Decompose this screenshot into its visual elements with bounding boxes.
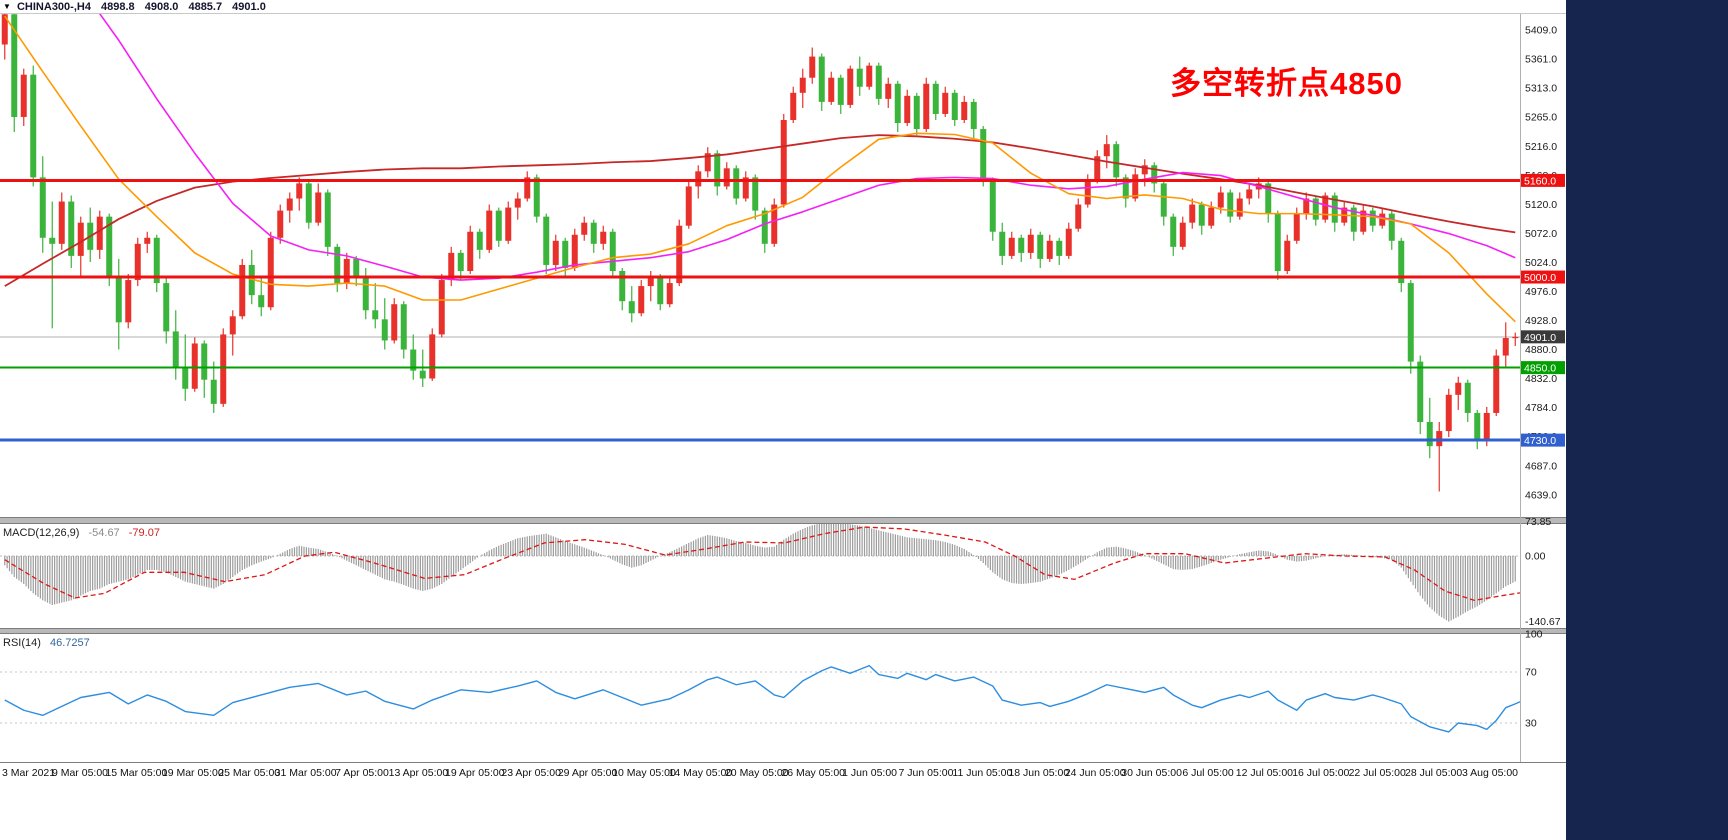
quote-close: 4901.0	[232, 1, 266, 13]
time-axis-label: 16 Jul 05:00	[1292, 767, 1349, 779]
macd-axis-label: 73.85	[1525, 516, 1551, 528]
time-axis-label: 28 Jul 05:00	[1405, 767, 1462, 779]
macd-axis-label: -140.67	[1525, 616, 1561, 628]
price-axis-label: 5409.0	[1525, 25, 1557, 37]
price-axis[interactable]	[1520, 14, 1566, 762]
level-price-label: 4730.0	[1521, 433, 1565, 447]
time-axis-label: 23 Apr 05:00	[501, 767, 561, 779]
time-axis-label: 15 Mar 05:00	[105, 767, 167, 779]
rsi-title: RSI(14)	[3, 637, 41, 649]
price-axis-label: 5361.0	[1525, 53, 1557, 65]
price-axis-label: 5313.0	[1525, 82, 1557, 94]
panel-separator[interactable]	[0, 628, 1566, 634]
price-axis-label: 4976.0	[1525, 286, 1557, 298]
price-axis-label: 5265.0	[1525, 111, 1557, 123]
time-axis-label: 26 May 05:00	[781, 767, 845, 779]
time-axis-label: 9 Mar 05:00	[52, 767, 108, 779]
svg-text:4850.0: 4850.0	[1524, 363, 1556, 375]
macd-signal-line	[4, 526, 1520, 601]
time-axis-label: 24 Jun 05:00	[1065, 767, 1126, 779]
ma-fast-line	[4, 15, 1516, 323]
macd-main-value: -54.67	[88, 527, 120, 539]
macd-axis-label: 0.00	[1525, 551, 1546, 563]
time-axis-label: 11 Jun 05:00	[952, 767, 1012, 779]
macd-signal-value: -79.07	[128, 527, 160, 539]
price-axis-label: 4639.0	[1525, 490, 1557, 502]
price-axis-label: 4687.0	[1525, 461, 1557, 473]
ma-mid-line	[98, 14, 1516, 281]
time-axis-label: 3 Aug 05:00	[1462, 767, 1518, 779]
level-price-label: 5000.0	[1521, 270, 1565, 284]
chevron-down-icon[interactable]: ▼	[3, 2, 11, 11]
rsi-line	[4, 664, 1521, 733]
time-axis-label: 25 Mar 05:00	[218, 767, 280, 779]
price-axis-label: 4832.0	[1525, 373, 1557, 385]
time-axis-label: 12 Jul 05:00	[1236, 767, 1293, 779]
time-axis-label: 3 Mar 2021	[2, 767, 55, 779]
panel-separator[interactable]	[0, 517, 1566, 524]
time-axis-label: 19 Mar 05:00	[162, 767, 224, 779]
level-price-label: 4850.0	[1521, 361, 1565, 375]
price-axis-label: 4928.0	[1525, 315, 1557, 327]
time-axis-label: 31 Mar 05:00	[275, 767, 337, 779]
candles-group	[1, 14, 1519, 492]
svg-text:5000.0: 5000.0	[1524, 272, 1556, 284]
quote-open: 4898.8	[101, 1, 135, 13]
macd-title: MACD(12,26,9)	[3, 527, 80, 539]
time-axis-label: 30 Jun 05:00	[1121, 767, 1182, 779]
time-axis-label: 14 May 05:00	[669, 767, 733, 779]
time-axis-label: 29 Apr 05:00	[558, 767, 618, 779]
rsi-indicator-label: RSI(14) 46.7257	[3, 637, 90, 649]
time-axis-label: 7 Jun 05:00	[899, 767, 954, 779]
svg-text:5160.0: 5160.0	[1524, 175, 1556, 187]
svg-text:4730.0: 4730.0	[1524, 435, 1556, 447]
quote-line: ▼ CHINA300-,H4 4898.8 4908.0 4885.7 4901…	[3, 1, 266, 13]
macd-indicator-label: MACD(12,26,9) -54.67 -79.07	[3, 527, 160, 539]
quote-low: 4885.7	[188, 1, 223, 13]
time-axis[interactable]	[0, 763, 1520, 783]
level-price-label: 5160.0	[1521, 173, 1565, 187]
time-axis-label: 19 Apr 05:00	[445, 767, 505, 779]
time-axis-label: 20 May 05:00	[725, 767, 789, 779]
price-axis-label: 4880.0	[1525, 344, 1557, 356]
rsi-axis-label: 70	[1525, 667, 1537, 679]
price-axis-label: 5120.0	[1525, 199, 1557, 211]
time-axis-label: 1 Jun 05:00	[842, 767, 897, 779]
price-axis-label: 5216.0	[1525, 141, 1557, 153]
time-axis-label: 13 Apr 05:00	[389, 767, 449, 779]
side-panel	[1566, 0, 1728, 840]
chart-annotation-text: 多空转折点4850	[1170, 66, 1403, 101]
rsi-axis-label: 30	[1525, 718, 1537, 730]
time-axis-label: 7 Apr 05:00	[335, 767, 389, 779]
time-axis-label: 22 Jul 05:00	[1349, 767, 1406, 779]
symbol-timeframe-label: CHINA300-,H4	[16, 1, 91, 13]
time-axis-label: 10 May 05:00	[612, 767, 676, 779]
price-axis-label: 4784.0	[1525, 402, 1557, 414]
quote-high: 4908.0	[144, 1, 179, 13]
rsi-value: 46.7257	[49, 637, 90, 649]
current-price-label: 4901.0	[1521, 330, 1565, 344]
svg-text:4901.0: 4901.0	[1524, 332, 1556, 344]
time-axis-label: 6 Jul 05:00	[1182, 767, 1234, 779]
price-axis-label: 5072.0	[1525, 228, 1557, 240]
rsi-axis-label: 100	[1525, 628, 1543, 640]
time-axis-label: 18 Jun 05:00	[1008, 767, 1069, 779]
price-axis-label: 5024.0	[1525, 257, 1557, 269]
